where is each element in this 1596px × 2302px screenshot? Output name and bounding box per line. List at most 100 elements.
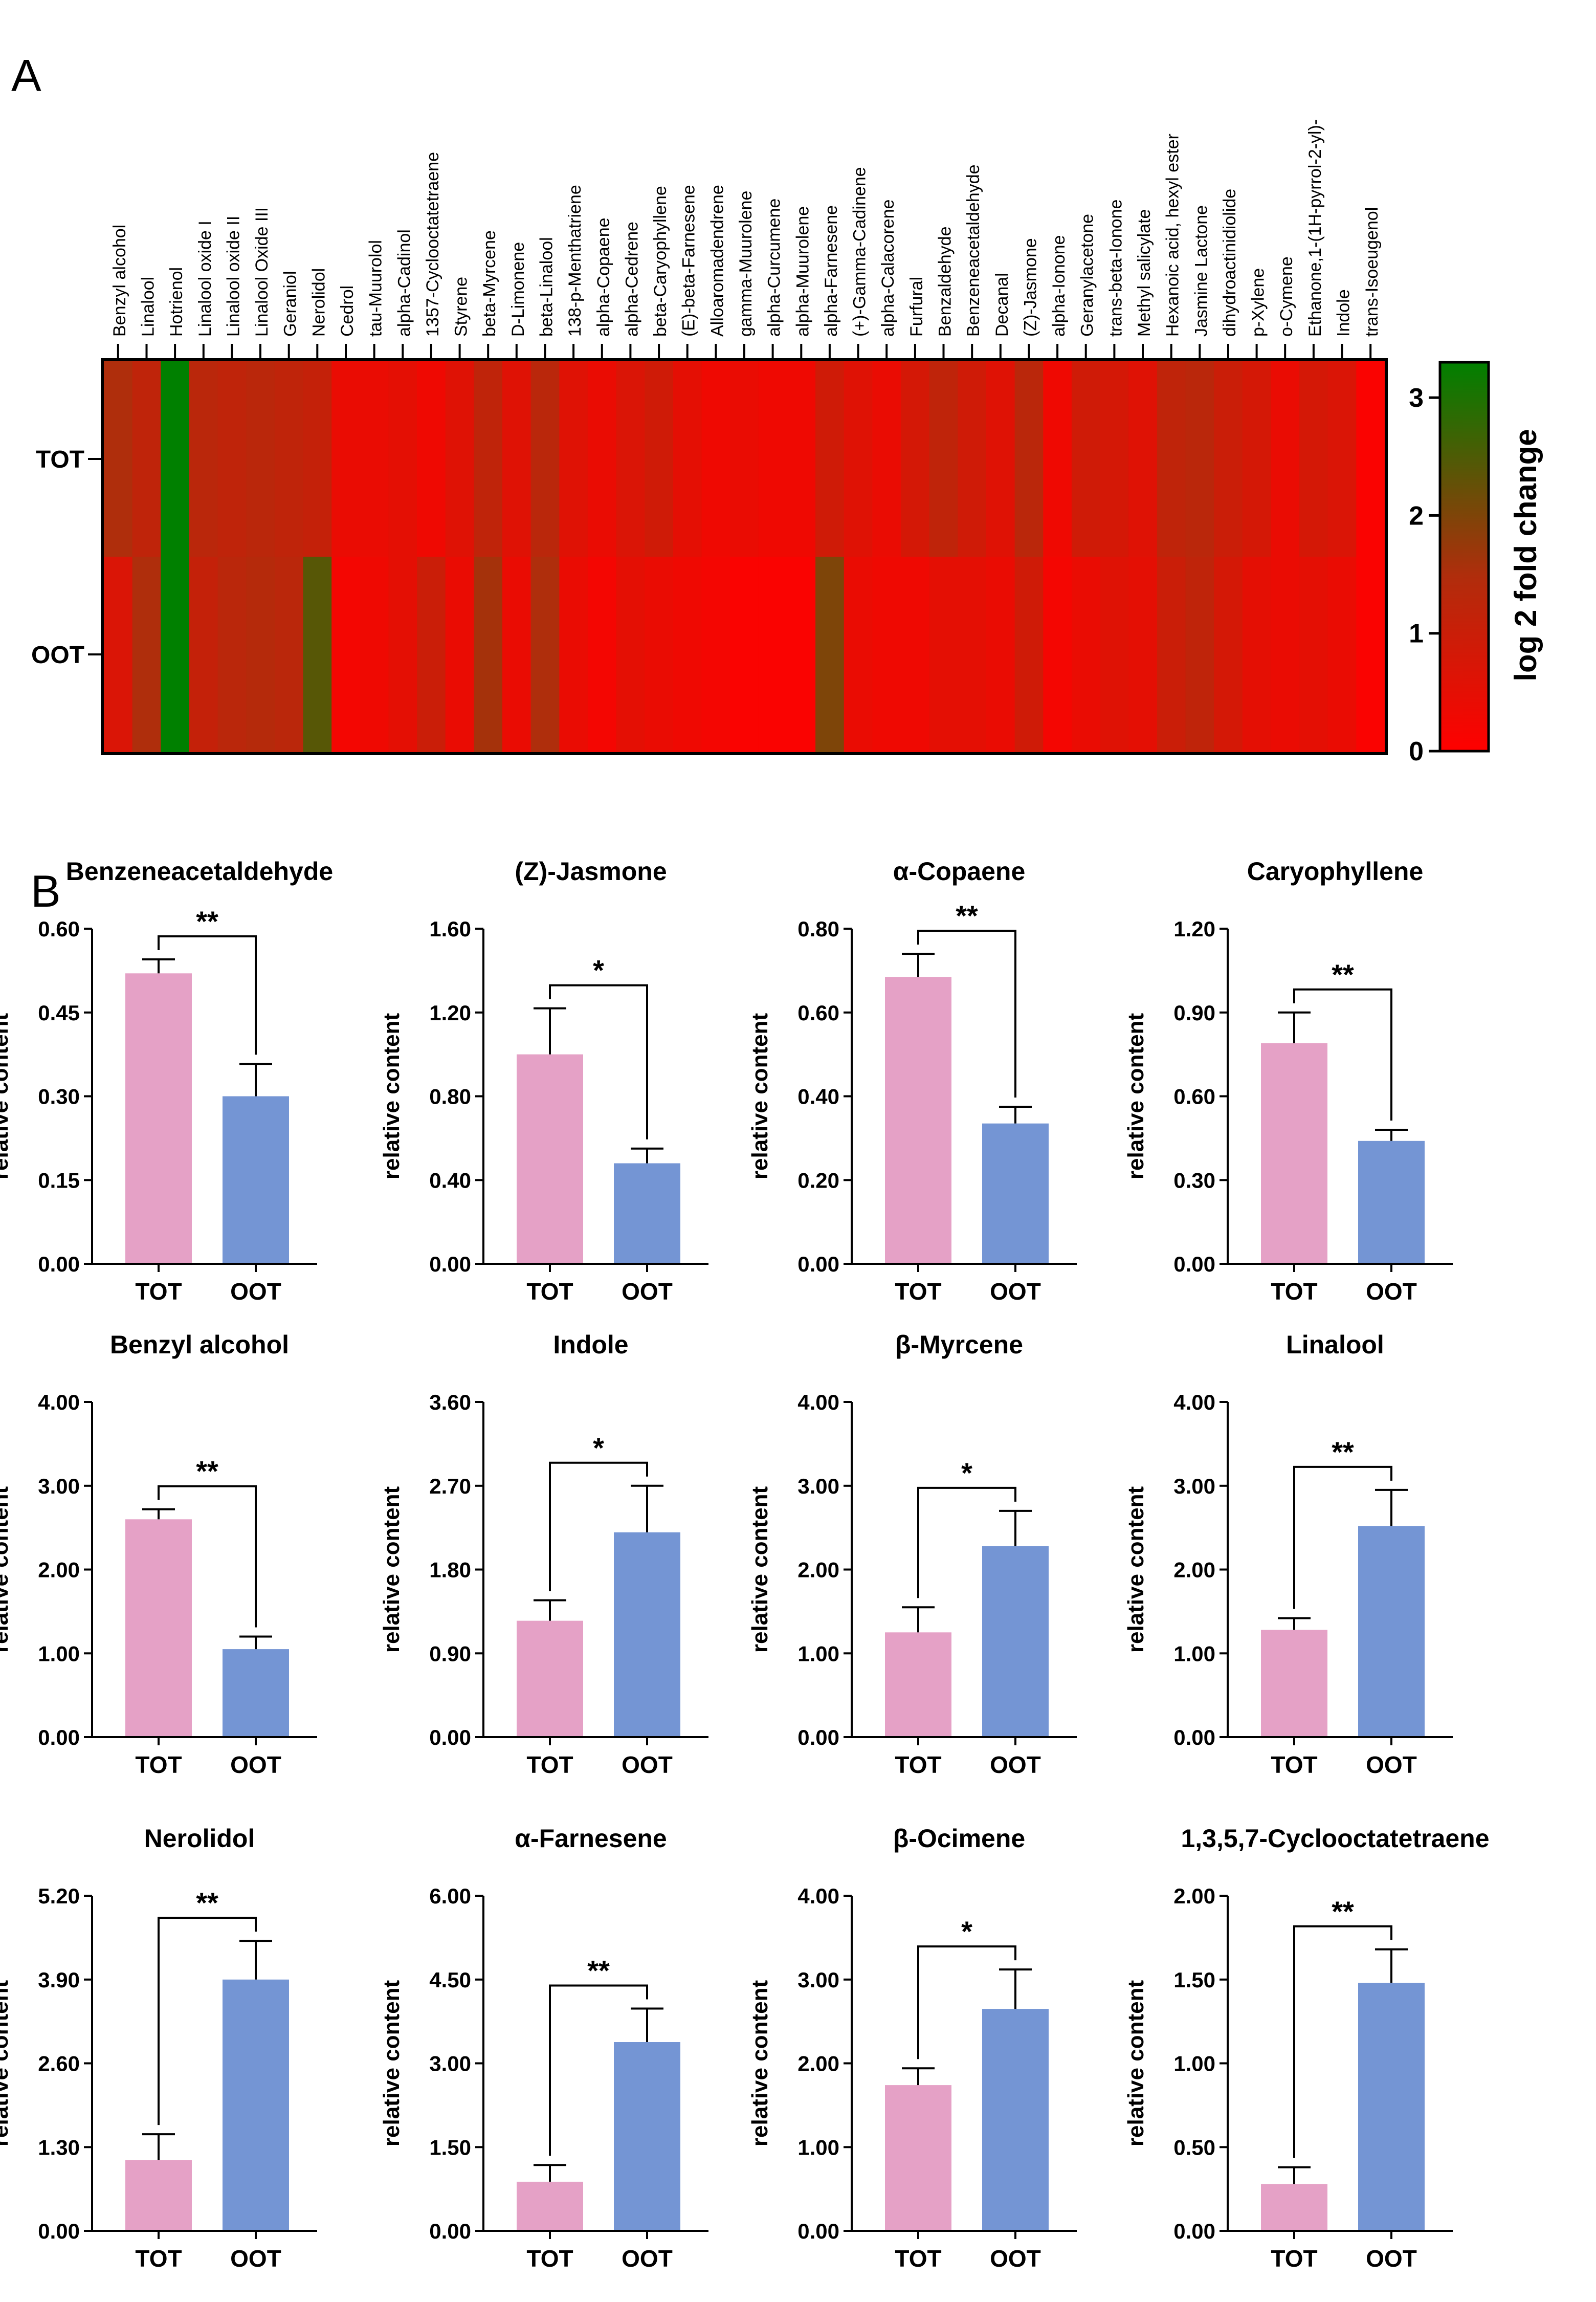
heatmap-column-label: Benzyl alcohol	[110, 225, 129, 337]
y-tick-label: 1.30	[38, 2135, 80, 2159]
heatmap-cell	[104, 361, 133, 557]
bar-oot	[982, 2009, 1049, 2231]
y-tick-label: 0.45	[38, 1001, 80, 1025]
heatmap-column-label: Geranylacetone	[1078, 214, 1097, 337]
heatmap-cell	[701, 361, 730, 557]
heatmap-column-label: D-Limonene	[508, 242, 528, 337]
y-axis-label: relative content	[1123, 1013, 1148, 1180]
heatmap-cell	[758, 361, 788, 557]
heatmap-cell	[445, 361, 474, 557]
x-tick-label: TOT	[1271, 2245, 1317, 2272]
y-tick-label: 0.00	[1173, 1725, 1215, 1749]
heatmap-row-labels: TOT OOT	[31, 446, 102, 669]
heatmap: Benzyl alcohol Linalool Hotrienol Linalool …	[31, 119, 1388, 755]
y-tick-label: 0.80	[797, 917, 839, 941]
colorbar: 0 1 2 3 log 2 fold change	[1409, 361, 1543, 766]
y-tick-label: 1.60	[429, 917, 471, 941]
significance-marker: **	[196, 1887, 218, 1919]
bar-tot	[885, 977, 951, 1264]
y-tick-label: 0.00	[38, 1725, 80, 1749]
y-tick-label: 0.15	[38, 1168, 80, 1192]
heatmap-cell	[474, 361, 503, 557]
significance-bracket	[158, 1917, 257, 2125]
heatmap-cell	[673, 557, 702, 753]
x-tick-label: OOT	[230, 1278, 281, 1305]
heatmap-cell	[217, 361, 247, 557]
bar-oot	[1358, 1141, 1425, 1264]
heatmap-cell	[1071, 557, 1101, 753]
heatmap-cell	[1271, 557, 1300, 753]
colorbar-tick-label: 2	[1409, 501, 1424, 531]
heatmap-cell	[929, 361, 958, 557]
y-tick-label: 3.00	[797, 1968, 839, 1992]
heatmap-cell	[1299, 557, 1328, 753]
chart-title: α-Farnesene	[515, 1824, 667, 1853]
heatmap-column-label: Furfural	[907, 277, 926, 337]
bar-chart: TOT OOT 0.00 1.00 2.00 3.00 4.00 relative conte…	[747, 1824, 1077, 2272]
y-tick-label: 0.00	[38, 1252, 80, 1276]
heatmap-column-label: beta-Linalool	[537, 237, 557, 337]
heatmap-cell	[1157, 557, 1186, 753]
y-tick-label: 1.80	[429, 1558, 471, 1582]
heatmap-cell	[616, 557, 645, 753]
y-tick-label: 3.00	[1173, 1474, 1215, 1498]
y-tick-label: 1.00	[1173, 1641, 1215, 1665]
y-tick-label: 2.00	[38, 1558, 80, 1582]
y-tick-label: 3.90	[38, 1968, 80, 1992]
y-axis-label: relative content	[379, 1013, 404, 1180]
bar-chart: TOT OOT 0.00 0.20 0.40 0.60 0.80 relative conte…	[747, 857, 1077, 1305]
heatmap-column-label: Indole	[1334, 289, 1354, 337]
heatmap-cell	[730, 557, 759, 753]
y-tick-label: 0.00	[797, 1725, 839, 1749]
x-tick-label: OOT	[1366, 1751, 1417, 1778]
panel-b-label: B	[31, 866, 61, 916]
x-tick-label: TOT	[135, 1751, 182, 1778]
bar-tot	[517, 1054, 583, 1264]
heatmap-column-label: (Z)-Jasmone	[1021, 238, 1040, 337]
bar-oot	[1358, 1526, 1425, 1737]
heatmap-column-label: (E)-beta-Farnesene	[679, 185, 699, 337]
heatmap-cell	[701, 557, 730, 753]
heatmap-cell	[246, 361, 275, 557]
y-tick-label: 0.90	[429, 1641, 471, 1665]
x-tick-label: TOT	[135, 1278, 182, 1305]
heatmap-cell	[616, 361, 645, 557]
y-tick-label: 2.00	[1173, 1558, 1215, 1582]
heatmap-cell	[587, 361, 617, 557]
chart-title: Benzeneacetaldehyde	[66, 857, 333, 886]
heatmap-cell	[360, 361, 389, 557]
heatmap-cell	[246, 557, 275, 753]
heatmap-row-label: OOT	[31, 642, 84, 669]
bar-oot	[1358, 1983, 1425, 2231]
y-tick-label: 0.40	[429, 1168, 471, 1192]
heatmap-column-label: Linalool oxide II	[224, 216, 243, 337]
bar-tot	[125, 973, 192, 1264]
chart-title: Indole	[553, 1330, 628, 1359]
chart-title: β-Myrcene	[895, 1330, 1023, 1359]
heatmap-cell	[815, 557, 845, 753]
x-tick-label: TOT	[895, 2245, 941, 2272]
heatmap-column-label: trans-beta-Ionone	[1106, 200, 1125, 337]
x-tick-label: OOT	[990, 1278, 1041, 1305]
significance-marker: **	[1332, 1895, 1354, 1927]
heatmap-cell	[274, 557, 304, 753]
heatmap-column-label: Linalool Oxide III	[252, 207, 272, 337]
bar-oot	[223, 1096, 289, 1264]
bar-chart: TOT OOT 0.00 1.50 3.00 4.50 6.00 relative conte…	[379, 1824, 708, 2272]
heatmap-cell	[104, 557, 133, 753]
significance-bracket	[1293, 988, 1392, 1121]
bar-tot	[1261, 1043, 1327, 1264]
heatmap-cell	[1271, 361, 1300, 557]
y-tick-label: 0.00	[1173, 1252, 1215, 1276]
bar-tot	[1261, 2184, 1327, 2231]
heatmap-cell	[417, 557, 446, 753]
bar-oot	[614, 1163, 680, 1264]
y-tick-label: 4.00	[797, 1884, 839, 1908]
x-tick-label: OOT	[622, 1278, 673, 1305]
bar-chart: TOT OOT 0.00 0.30 0.60 0.90 1.20 relative conte…	[1123, 857, 1453, 1305]
y-tick-label: 0.00	[38, 2219, 80, 2243]
heatmap-cell	[502, 557, 531, 753]
y-tick-label: 3.00	[797, 1474, 839, 1498]
heatmap-cell	[1014, 361, 1044, 557]
bar-tot	[125, 1519, 192, 1738]
